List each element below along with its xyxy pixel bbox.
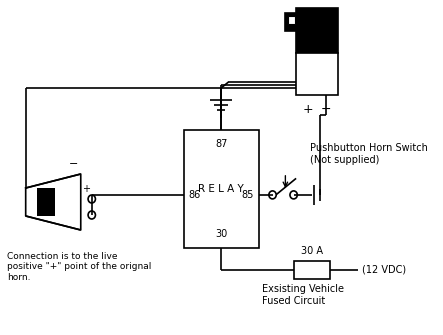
Bar [183, 130, 259, 248]
Text: (12 VDC): (12 VDC) [362, 265, 407, 275]
Text: −: − [69, 159, 78, 169]
Bar [37, 188, 55, 216]
Bar [296, 8, 338, 53]
Text: 30: 30 [215, 229, 227, 239]
Text: −: − [321, 103, 331, 116]
Text: 85: 85 [241, 190, 254, 200]
Text: Pushbutton Horn Switch
(Not supplied): Pushbutton Horn Switch (Not supplied) [310, 143, 428, 165]
Text: Connection is to the live
positive "+" point of the orignal
horn.: Connection is to the live positive "+" p… [8, 252, 152, 282]
Text: Exsisting Vehicle
Fused Circuit: Exsisting Vehicle Fused Circuit [261, 284, 343, 306]
Text: 30 A: 30 A [301, 246, 323, 256]
Text: 86: 86 [188, 190, 201, 200]
Bar [294, 261, 330, 279]
Bar [285, 13, 298, 31]
Text: +: + [303, 103, 313, 116]
Bar [288, 16, 295, 24]
Text: R E L A Y: R E L A Y [198, 184, 244, 194]
Bar [296, 53, 338, 95]
Text: +: + [82, 184, 90, 194]
Text: 87: 87 [215, 139, 227, 149]
